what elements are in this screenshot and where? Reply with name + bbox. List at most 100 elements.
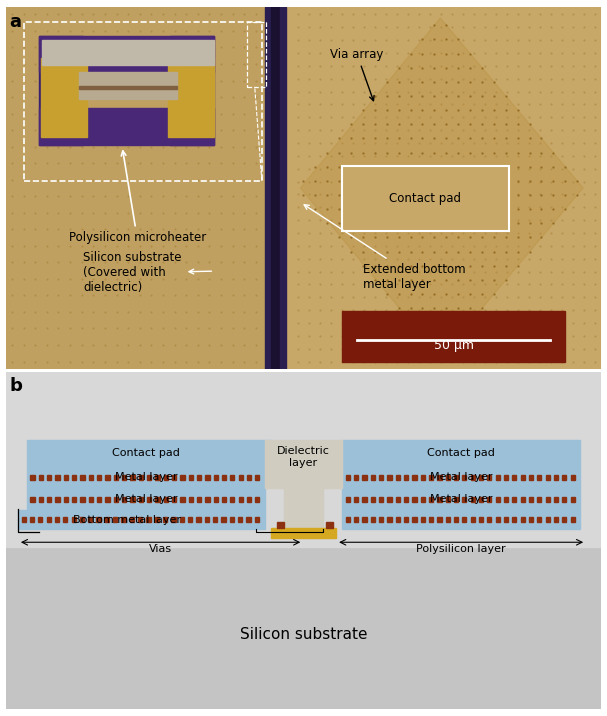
- Bar: [171, 518, 175, 522]
- Bar: [131, 497, 135, 502]
- Bar: [197, 475, 201, 480]
- Bar: [80, 475, 84, 480]
- Bar: [354, 497, 358, 502]
- Bar: [354, 475, 358, 480]
- Text: Extended bottom
metal layer: Extended bottom metal layer: [304, 205, 466, 291]
- Bar: [197, 518, 200, 522]
- Bar: [512, 497, 517, 502]
- Text: Contact pad: Contact pad: [112, 448, 180, 458]
- Bar: [412, 518, 416, 522]
- Bar: [72, 475, 76, 480]
- Bar: [521, 475, 525, 480]
- Bar: [30, 497, 35, 502]
- Bar: [342, 166, 509, 231]
- Bar: [562, 518, 566, 522]
- Text: Polysilicon layer: Polysilicon layer: [416, 544, 506, 554]
- Bar: [80, 518, 84, 522]
- Bar: [342, 440, 580, 467]
- Bar: [479, 475, 483, 480]
- Text: Silicon substrate: Silicon substrate: [240, 627, 367, 642]
- Bar: [487, 518, 492, 522]
- Bar: [446, 518, 450, 522]
- Bar: [371, 475, 375, 480]
- Text: Metal layer: Metal layer: [430, 473, 492, 483]
- Bar: [562, 475, 566, 480]
- Bar: [214, 497, 218, 502]
- Bar: [379, 518, 383, 522]
- Bar: [387, 518, 392, 522]
- Bar: [18, 511, 265, 529]
- Bar: [271, 528, 336, 538]
- Bar: [229, 518, 234, 522]
- Bar: [504, 497, 508, 502]
- Bar: [6, 372, 601, 547]
- Bar: [371, 497, 375, 502]
- Bar: [139, 497, 143, 502]
- Bar: [504, 518, 508, 522]
- Bar: [131, 475, 135, 480]
- Bar: [89, 475, 93, 480]
- Bar: [280, 7, 287, 369]
- Bar: [146, 518, 151, 522]
- Bar: [396, 475, 400, 480]
- Bar: [404, 497, 408, 502]
- Bar: [412, 497, 416, 502]
- Text: Metal layer: Metal layer: [430, 494, 492, 504]
- Bar: [463, 475, 467, 480]
- Bar: [79, 86, 177, 89]
- Bar: [79, 72, 177, 100]
- Bar: [429, 497, 433, 502]
- Bar: [554, 475, 558, 480]
- Bar: [346, 518, 350, 522]
- Bar: [205, 497, 209, 502]
- Bar: [421, 518, 425, 522]
- Bar: [106, 475, 110, 480]
- Bar: [147, 475, 151, 480]
- Bar: [172, 497, 176, 502]
- Bar: [39, 475, 43, 480]
- Bar: [163, 518, 168, 522]
- Bar: [470, 518, 475, 522]
- Bar: [113, 518, 117, 522]
- Bar: [571, 518, 575, 522]
- Text: Contact pad: Contact pad: [390, 193, 461, 205]
- Bar: [546, 475, 550, 480]
- Bar: [446, 475, 450, 480]
- Bar: [64, 475, 68, 480]
- Bar: [138, 518, 142, 522]
- Bar: [147, 497, 151, 502]
- Bar: [64, 497, 68, 502]
- Bar: [27, 488, 265, 511]
- Bar: [371, 518, 375, 522]
- Bar: [470, 497, 475, 502]
- Bar: [39, 36, 83, 145]
- Bar: [342, 311, 565, 362]
- Bar: [180, 475, 185, 480]
- Bar: [246, 518, 251, 522]
- Bar: [437, 518, 441, 522]
- Bar: [97, 518, 101, 522]
- Bar: [529, 475, 533, 480]
- Text: Silicon substrate
(Covered with
dielectric): Silicon substrate (Covered with dielectr…: [83, 251, 211, 294]
- Bar: [284, 488, 322, 529]
- Bar: [421, 497, 425, 502]
- Bar: [454, 497, 458, 502]
- Bar: [130, 518, 134, 522]
- Bar: [180, 518, 184, 522]
- Bar: [521, 518, 525, 522]
- Bar: [529, 518, 533, 522]
- Bar: [114, 497, 118, 502]
- Bar: [47, 475, 51, 480]
- Text: Vias: Vias: [149, 544, 172, 554]
- Text: Dielectric
layer: Dielectric layer: [277, 447, 330, 468]
- Bar: [238, 518, 242, 522]
- Bar: [222, 475, 226, 480]
- Bar: [463, 518, 467, 522]
- Bar: [562, 497, 566, 502]
- Bar: [39, 36, 214, 72]
- Text: a: a: [9, 13, 21, 31]
- Bar: [47, 518, 51, 522]
- Bar: [537, 497, 541, 502]
- Bar: [404, 475, 408, 480]
- Bar: [412, 475, 416, 480]
